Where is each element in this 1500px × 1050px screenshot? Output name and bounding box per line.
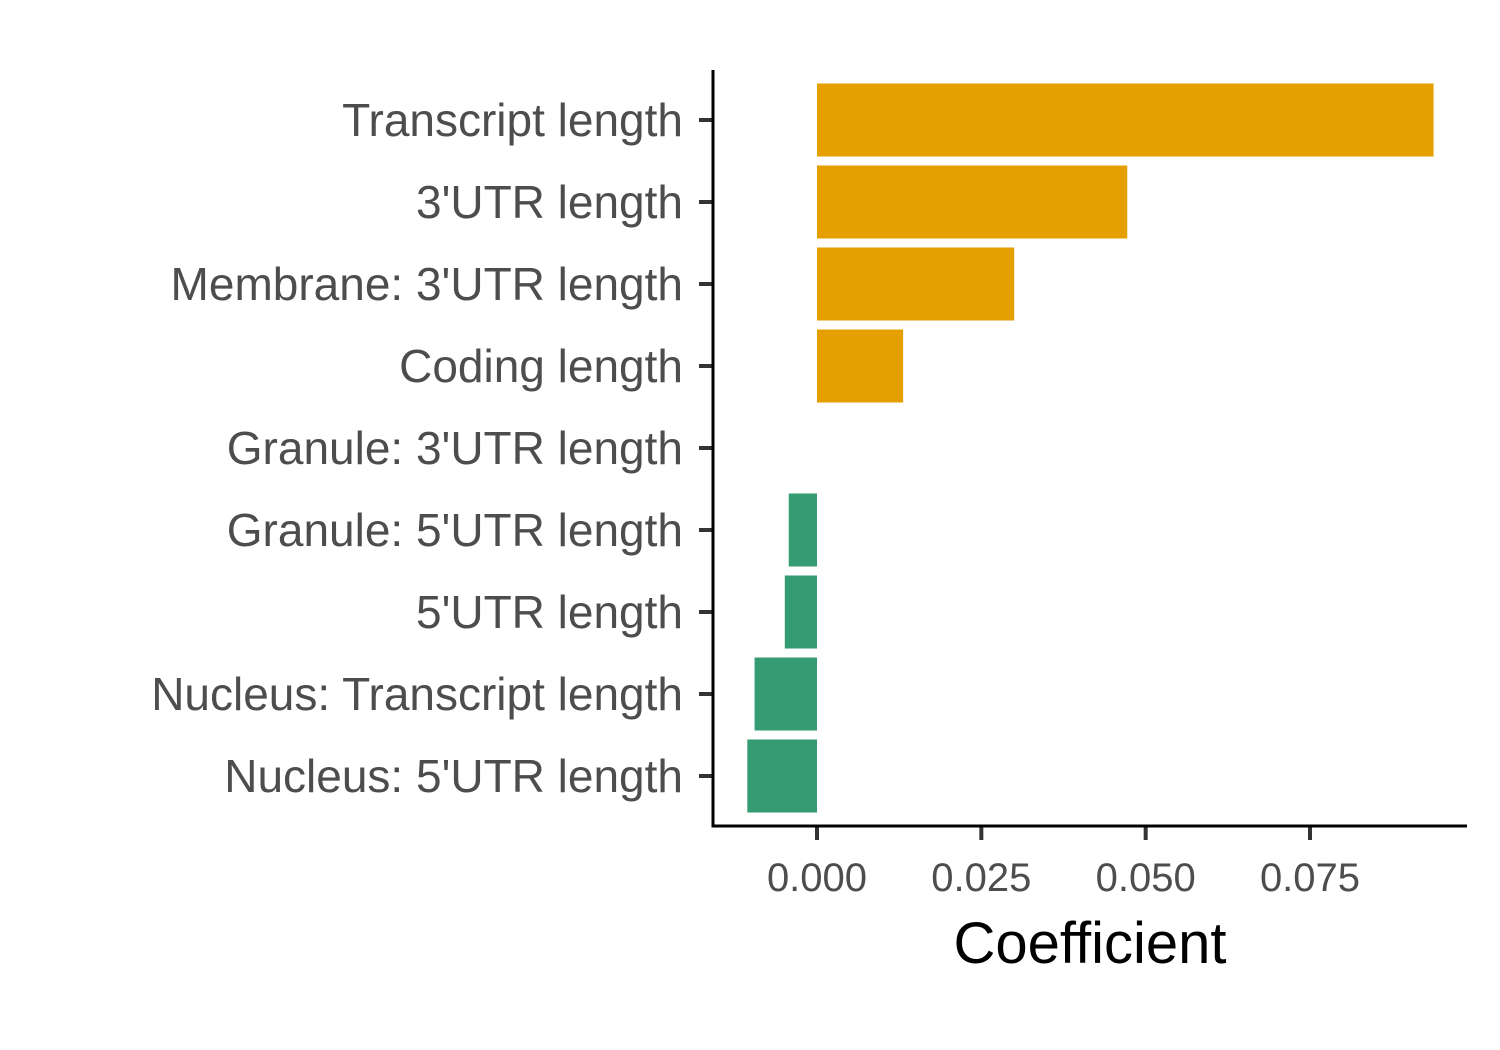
x-axis-ticks: [815, 826, 1312, 840]
bar: [754, 657, 817, 731]
y-tick-label: 3'UTR length: [416, 176, 683, 228]
bar: [788, 493, 817, 567]
x-axis-labels: 0.000 0.025 0.050 0.075: [767, 856, 1360, 900]
y-tick-label: Membrane: 3'UTR length: [171, 258, 683, 310]
bar: [817, 83, 1434, 157]
bar: [784, 575, 817, 649]
bar: [817, 165, 1128, 239]
y-tick-label: Transcript length: [342, 94, 683, 146]
y-axis-labels: Transcript length 3'UTR length Membrane: 3…: [151, 94, 683, 802]
bar: [747, 739, 817, 813]
y-tick-label: Coding length: [399, 340, 683, 392]
bar: [817, 247, 1015, 321]
x-tick-label: 0.075: [1260, 856, 1360, 900]
y-tick-label: 5'UTR length: [416, 586, 683, 638]
y-tick-label: Nucleus: 5'UTR length: [224, 750, 683, 802]
x-axis-title: Coefficient: [954, 911, 1227, 976]
y-tick-label: Granule: 5'UTR length: [227, 504, 683, 556]
x-tick-label: 0.000: [767, 856, 867, 900]
x-tick-label: 0.025: [931, 856, 1031, 900]
y-tick-label: Granule: 3'UTR length: [227, 422, 683, 474]
bars-group: [747, 83, 1434, 813]
x-tick-label: 0.050: [1096, 856, 1196, 900]
y-axis-ticks: [699, 118, 713, 778]
y-tick-label: Nucleus: Transcript length: [151, 668, 683, 720]
bar: [817, 329, 904, 403]
